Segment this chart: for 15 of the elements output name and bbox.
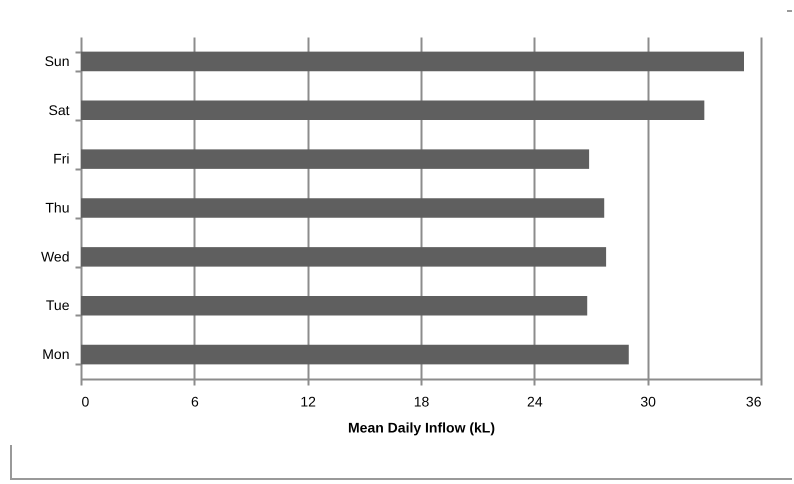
y-tick-label: Thu: [45, 200, 70, 216]
y-tick-label: Tue: [46, 297, 70, 314]
x-tick-label: 36: [746, 394, 762, 410]
x-tick-label: 6: [190, 394, 199, 410]
y-tick-label: Sat: [48, 102, 70, 118]
x-axis-title: Mean Daily Inflow (kL): [348, 420, 496, 436]
x-tick-label: 30: [640, 394, 656, 410]
x-tick-label: 18: [414, 394, 430, 410]
x-tick-label: 0: [82, 394, 90, 410]
x-tick-label: 12: [300, 394, 316, 410]
x-tick-label: 24: [527, 394, 543, 410]
y-tick-label: Fri: [53, 150, 70, 167]
y-tick-label: Wed: [40, 248, 70, 264]
y-tick-label: Mon: [42, 346, 70, 362]
y-tick-label: Sun: [44, 52, 70, 69]
